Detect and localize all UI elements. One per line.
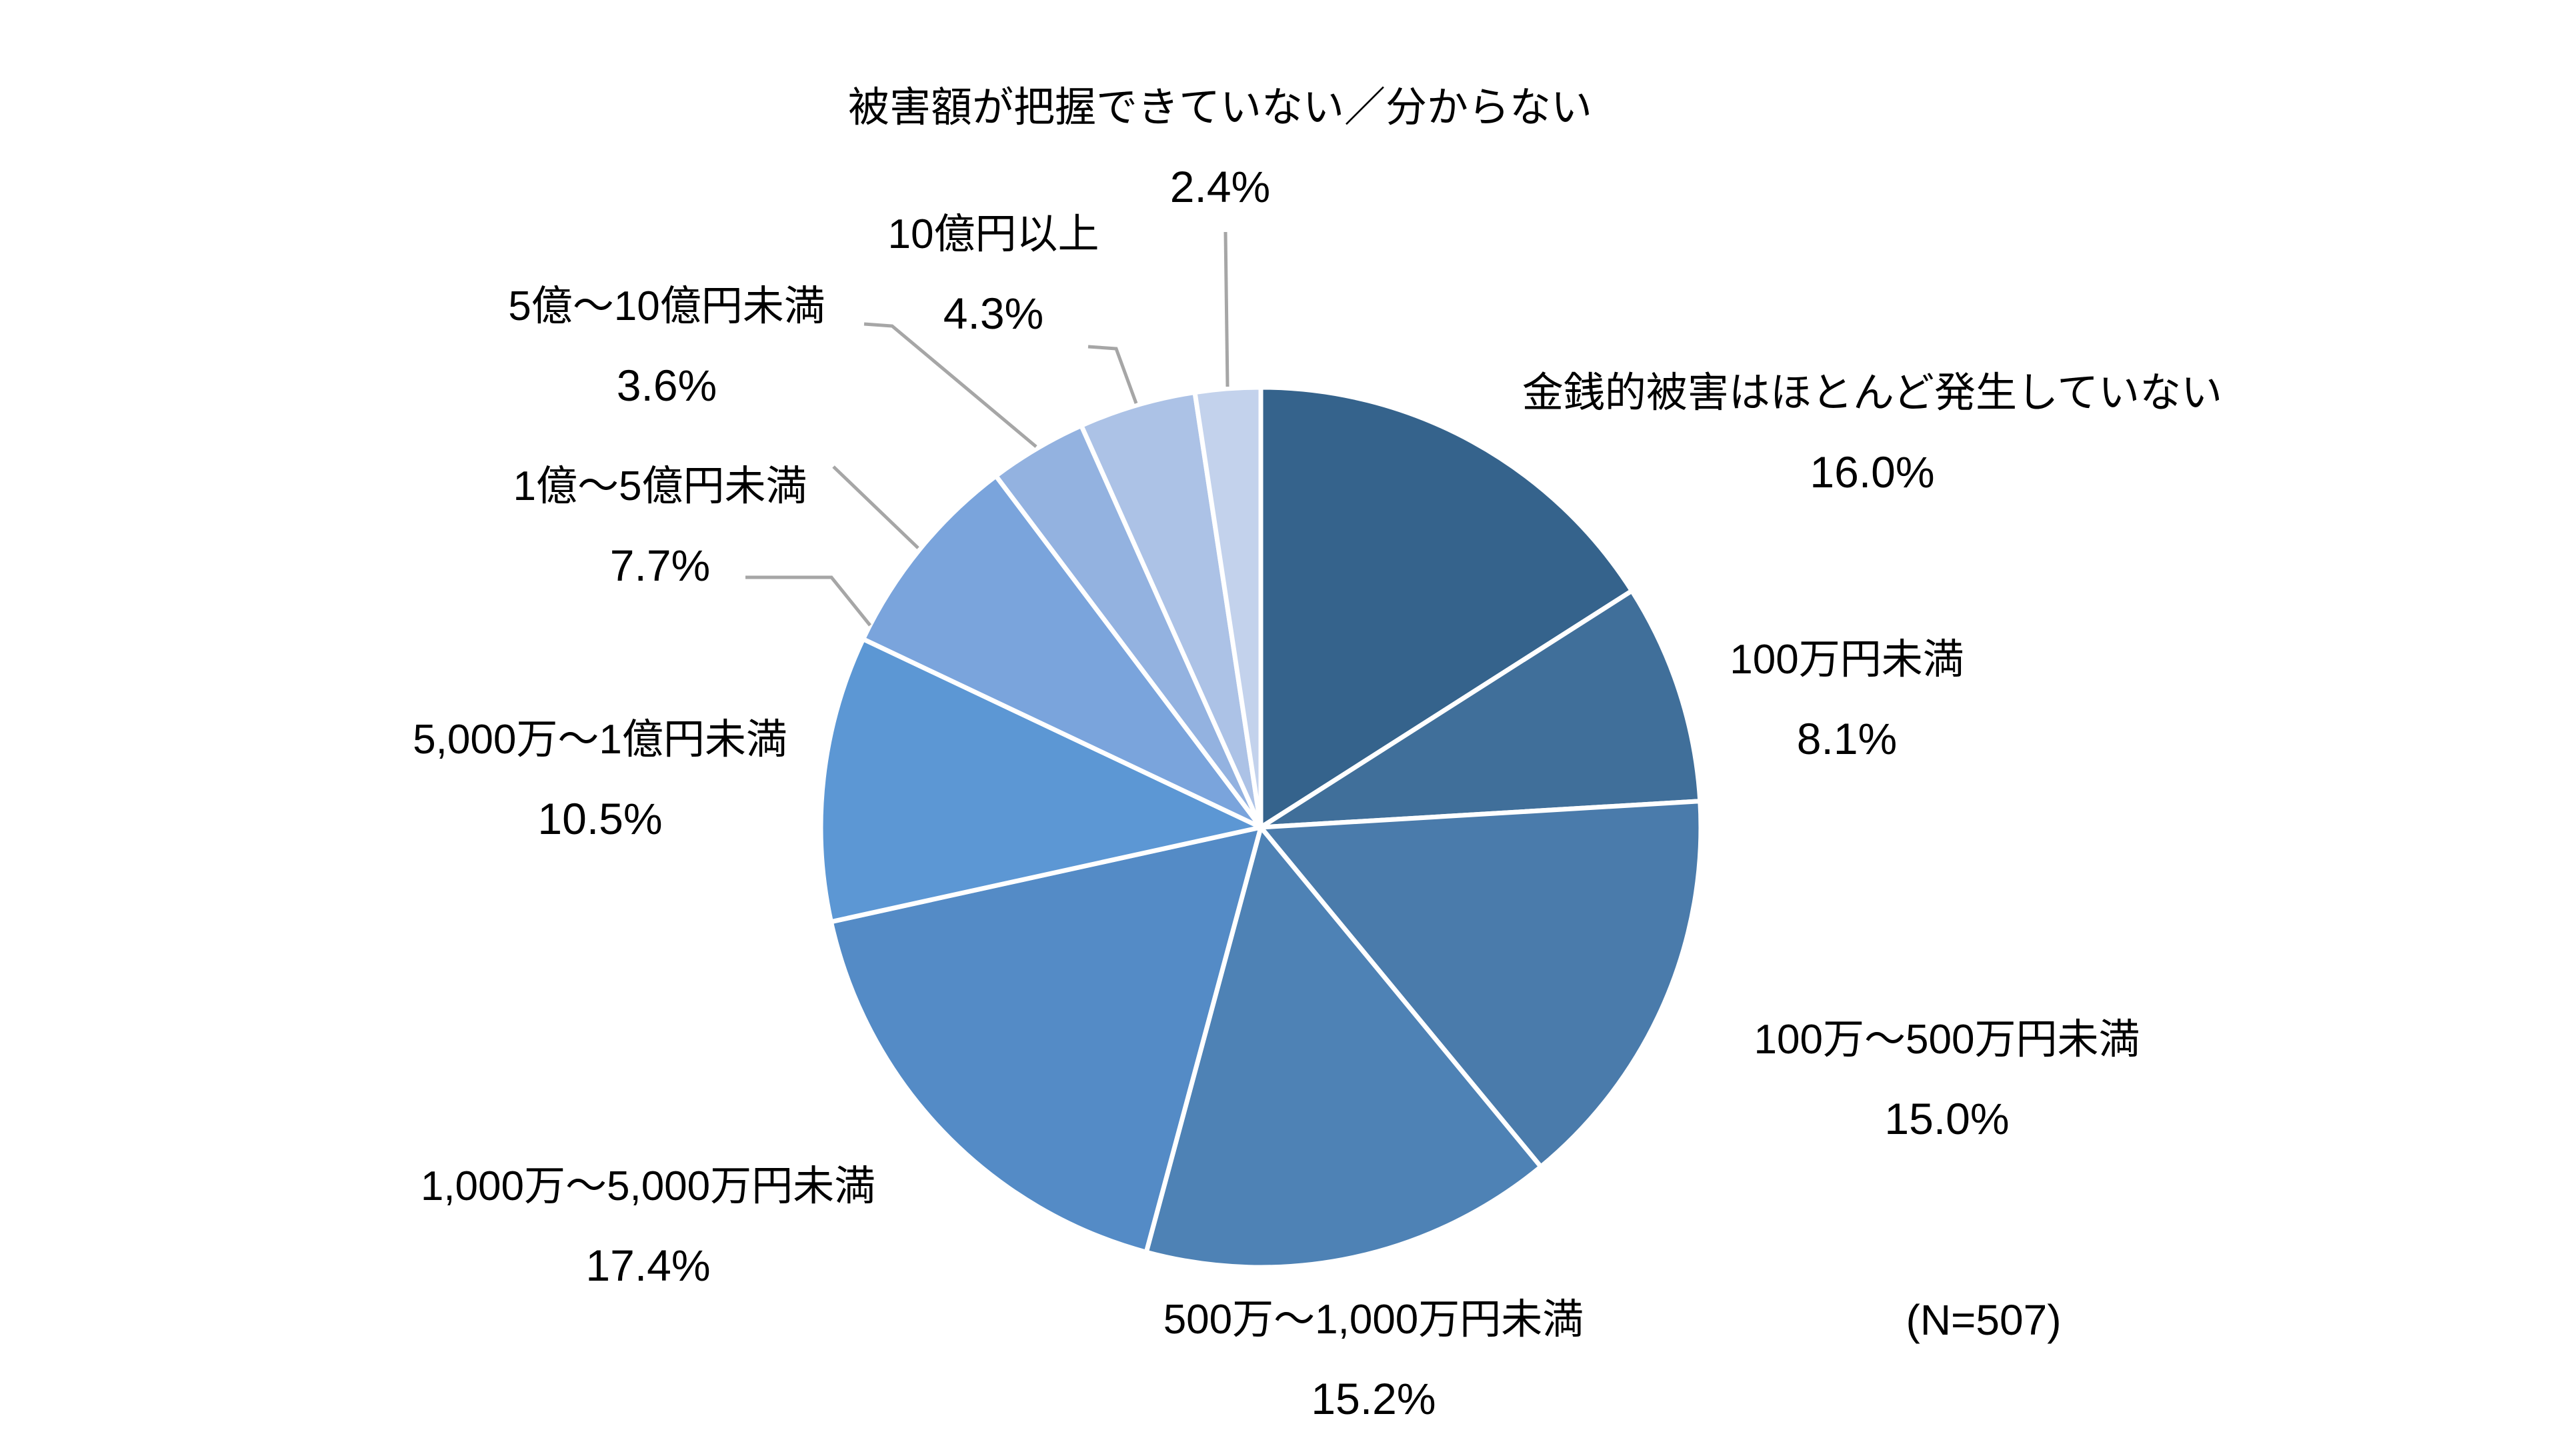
pie-slice-4: [828, 825, 1263, 1255]
pie-slice-3: [1143, 825, 1544, 1270]
slice-label-text: 5,000万～1億円未満: [413, 717, 787, 763]
slice-label-text: 1億～5億円未満: [513, 463, 807, 509]
slice-label-3: 500万～1,000万円未満 15.2%: [1163, 1297, 1584, 1423]
slice-label-6: 1億～5億円未満 7.7%: [513, 463, 807, 590]
slice-label-8: 10億円以上 4.3%: [887, 211, 1099, 338]
slice-percent-text: 16.0%: [1810, 447, 1935, 497]
pie-slice-5: [818, 637, 1263, 925]
leader-line-0: [863, 322, 1037, 448]
slice-percent-text: 10.5%: [537, 794, 663, 843]
slice-label-text: 100万～500万円未満: [1754, 1017, 2140, 1063]
slice-percent-text: 2.4%: [1169, 162, 1271, 211]
slice-percent-text: 17.4%: [585, 1241, 711, 1290]
pie-slice-2: [1258, 799, 1704, 1169]
sample-size-label: (N=507): [1906, 1296, 2062, 1344]
leader-line-1: [1087, 345, 1138, 404]
slice-percent-text: 8.1%: [1796, 714, 1898, 763]
slice-label-text: 500万～1,000万円未満: [1163, 1297, 1584, 1343]
slice-label-text: 100万円未満: [1730, 637, 1964, 683]
pie-slice-1: [1258, 588, 1703, 830]
slice-percent-text: 4.3%: [943, 289, 1044, 338]
slice-label-text: 金銭的被害はほとんど発生していない: [1522, 370, 2223, 416]
slice-label-7: 5億～10億円未満 3.6%: [508, 283, 825, 410]
leader-line-2: [1223, 231, 1229, 387]
slice-label-text: 被害額が把握できていない／分からない: [847, 85, 1593, 131]
slice-label-4: 1,000万～5,000万円未満 17.4%: [420, 1163, 876, 1290]
slice-label-9: 被害額が把握できていない／分からない 2.4%: [847, 85, 1593, 211]
slice-label-text: 1,000万～5,000万円未満: [420, 1163, 876, 1209]
pie-slice-9: [1192, 385, 1263, 830]
slice-label-0: 金銭的被害はほとんど発生していない 16.0%: [1522, 370, 2223, 497]
slice-percent-text: 15.0%: [1884, 1094, 2010, 1143]
leader-line-4: [745, 575, 871, 627]
slice-percent-text: 3.6%: [616, 361, 717, 410]
slice-label-5: 5,000万～1億円未満 10.5%: [413, 717, 787, 843]
slice-label-text: 5億～10億円未満: [508, 283, 825, 329]
leader-line-3: [832, 465, 919, 549]
slice-label-2: 100万～500万円未満 15.0%: [1754, 1017, 2140, 1143]
slice-percent-text: 15.2%: [1311, 1374, 1436, 1423]
pie-slice-0: [1258, 385, 1634, 830]
slice-label-1: 100万円未満 8.1%: [1730, 637, 1964, 763]
slice-label-text: 10億円以上: [887, 211, 1099, 257]
slice-percent-text: 7.7%: [609, 541, 711, 590]
